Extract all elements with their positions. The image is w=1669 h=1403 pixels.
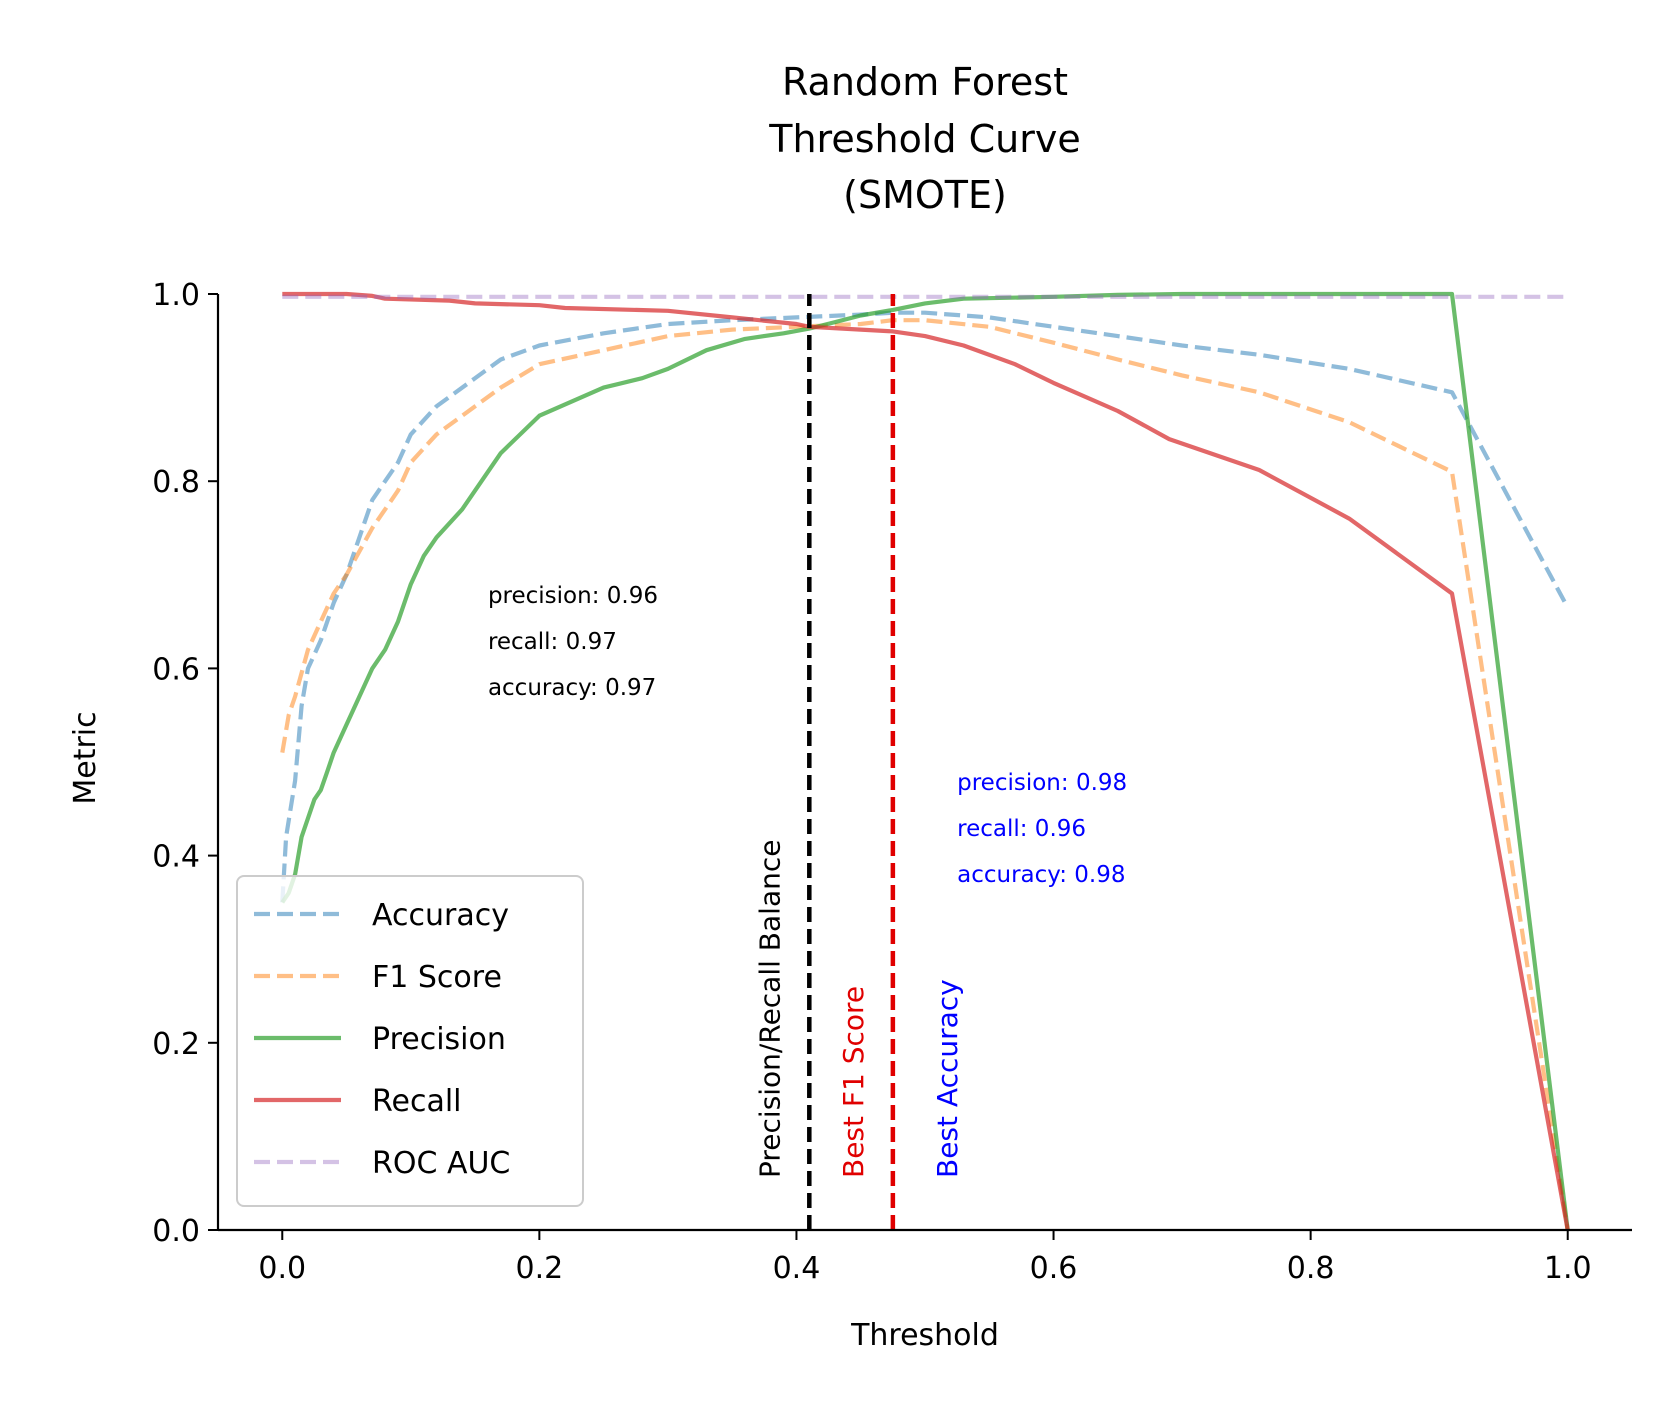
y-tick-label: 0.6: [152, 652, 200, 687]
annotation-0-line-0: precision: 0.96: [488, 583, 658, 609]
legend-label-roc-auc: ROC AUC: [372, 1146, 510, 1181]
legend-label-precision: Precision: [372, 1022, 506, 1057]
series-line-precision: [280, 291, 1570, 1231]
x-tick-label: 0.4: [773, 1251, 821, 1286]
annotation-1-line-1: recall: 0.96: [957, 816, 1086, 842]
x-tick-label: 0.2: [516, 1251, 564, 1286]
legend-label-f1-score: F1 Score: [372, 960, 502, 995]
series-lines: [280, 291, 1570, 1231]
x-tick-label: 0.0: [258, 1251, 306, 1286]
annotations: precision: 0.96 recall: 0.97 accuracy: 0.9…: [488, 583, 1127, 1178]
legend-frame: [236, 875, 584, 1207]
y-axis-title: Metric: [68, 711, 103, 804]
y-tick-label: 1.0: [152, 278, 200, 313]
ticks: 0.0 0.2 0.4 0.6 0.8 1.0 0.0 0.2 0.4 0.6 0.8 1.0: [152, 278, 1591, 1286]
annotation-0-line-2: accuracy: 0.97: [488, 675, 656, 701]
axes: [216, 294, 1632, 1232]
legend: Accuracy F1 Score Precision Recall ROC AUC: [236, 875, 584, 1207]
y-tick-label: 0.0: [152, 1214, 200, 1249]
x-tick-label: 0.8: [1287, 1251, 1335, 1286]
chart-title-line-2: Threshold Curve: [768, 117, 1080, 161]
series-line-recall: [282, 291, 1570, 1231]
annotation-1-line-0: precision: 0.98: [957, 770, 1127, 796]
chart-title-line-1: Random Forest: [782, 60, 1068, 104]
threshold-marker-label-1: Best F1 Score: [837, 986, 870, 1178]
series-line-accuracy: [280, 310, 1570, 903]
annotation-1-line-2: accuracy: 0.98: [957, 862, 1125, 888]
threshold-marker-label-0: Precision/Recall Balance: [753, 840, 786, 1178]
series-line-f1-score: [280, 318, 1570, 1231]
chart-title: Random Forest Threshold Curve (SMOTE): [768, 60, 1080, 217]
y-tick-label: 0.4: [152, 840, 200, 875]
y-tick-label: 0.2: [152, 1027, 200, 1062]
x-tick-label: 1.0: [1544, 1251, 1592, 1286]
annotation-1-label: Best Accuracy: [931, 979, 964, 1178]
legend-label-accuracy: Accuracy: [372, 898, 509, 933]
x-axis-title: Threshold: [850, 1318, 999, 1353]
chart-title-line-3: (SMOTE): [843, 173, 1007, 217]
legend-label-recall: Recall: [372, 1084, 462, 1119]
annotation-0-line-1: recall: 0.97: [488, 629, 617, 655]
y-tick-label: 0.8: [152, 465, 200, 500]
threshold-markers: Precision/Recall Balance Best F1 Score: [753, 294, 896, 1230]
x-tick-label: 0.6: [1030, 1251, 1078, 1286]
